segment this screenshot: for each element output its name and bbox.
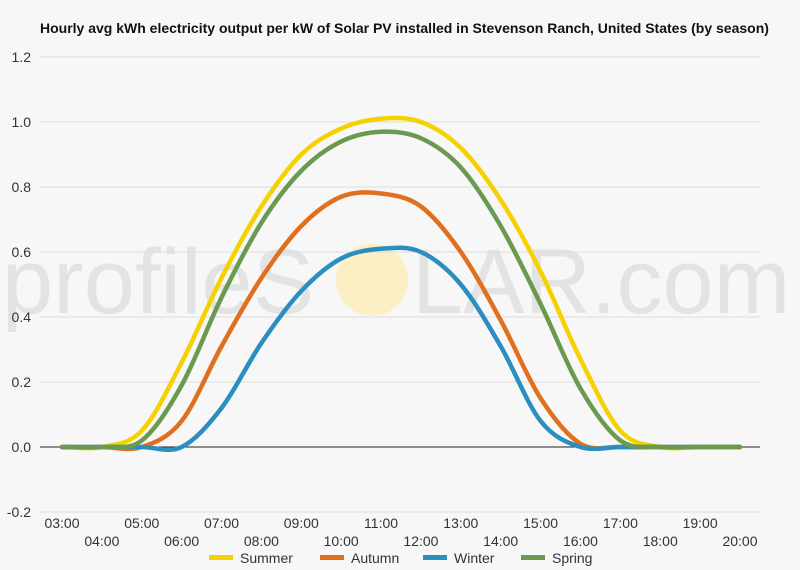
x-tick-label: 11:00: [364, 515, 398, 531]
x-tick-label: 15:00: [523, 515, 558, 531]
x-axis-ticks: 03:00 04:00 05:00 06:00 07:00 08:00 09:00 10:00…: [44, 515, 757, 549]
legend: Summer Autumn Winter Spring: [209, 550, 592, 566]
x-tick-label: 04:00: [84, 533, 119, 549]
y-tick-label: 0.6: [12, 244, 32, 260]
x-tick-label: 03:00: [44, 515, 79, 531]
y-tick-label: 0.8: [12, 179, 32, 195]
watermark: profileS LAR.com: [2, 231, 790, 333]
watermark-text-right: LAR.com: [412, 231, 790, 333]
series-lines: [59, 115, 743, 453]
legend-label-winter: Winter: [454, 550, 495, 566]
y-tick-label: 0.4: [12, 309, 32, 325]
x-tick-label: 18:00: [643, 533, 678, 549]
series-line-winter: [59, 245, 743, 453]
series-line-spring: [59, 129, 743, 450]
x-tick-label: 20:00: [722, 533, 757, 549]
legend-label-autumn: Autumn: [351, 550, 399, 566]
x-tick-label: 07:00: [204, 515, 239, 531]
x-tick-label: 06:00: [164, 533, 199, 549]
series-line-summer: [59, 115, 743, 451]
x-tick-label: 14:00: [483, 533, 518, 549]
chart-title: Hourly avg kWh electricity output per kW…: [40, 20, 769, 36]
x-tick-label: 05:00: [124, 515, 159, 531]
y-tick-label: -0.2: [7, 504, 31, 520]
x-tick-label: 16:00: [563, 533, 598, 549]
x-tick-label: 13:00: [443, 515, 478, 531]
x-tick-label: 08:00: [244, 533, 279, 549]
y-tick-label: 0.2: [12, 374, 32, 390]
legend-swatch-autumn: [320, 555, 344, 560]
legend-swatch-summer: [209, 555, 233, 560]
watermark-sun-icon: [336, 244, 408, 316]
x-tick-label: 10:00: [324, 533, 359, 549]
y-tick-label: 1.0: [12, 114, 32, 130]
x-tick-label: 12:00: [403, 533, 438, 549]
legend-swatch-spring: [521, 555, 545, 560]
legend-swatch-winter: [423, 555, 447, 560]
x-tick-label: 19:00: [683, 515, 718, 531]
x-tick-label: 09:00: [284, 515, 319, 531]
watermark-text-left: profileS: [2, 231, 314, 333]
y-axis-ticks: -0.2 0.0 0.2 0.4 0.6 0.8 1.0 1.2: [7, 49, 31, 520]
legend-label-spring: Spring: [552, 550, 592, 566]
x-tick-label: 17:00: [603, 515, 638, 531]
y-tick-label: 0.0: [12, 439, 32, 455]
y-tick-label: 1.2: [12, 49, 32, 65]
legend-label-summer: Summer: [240, 550, 293, 566]
